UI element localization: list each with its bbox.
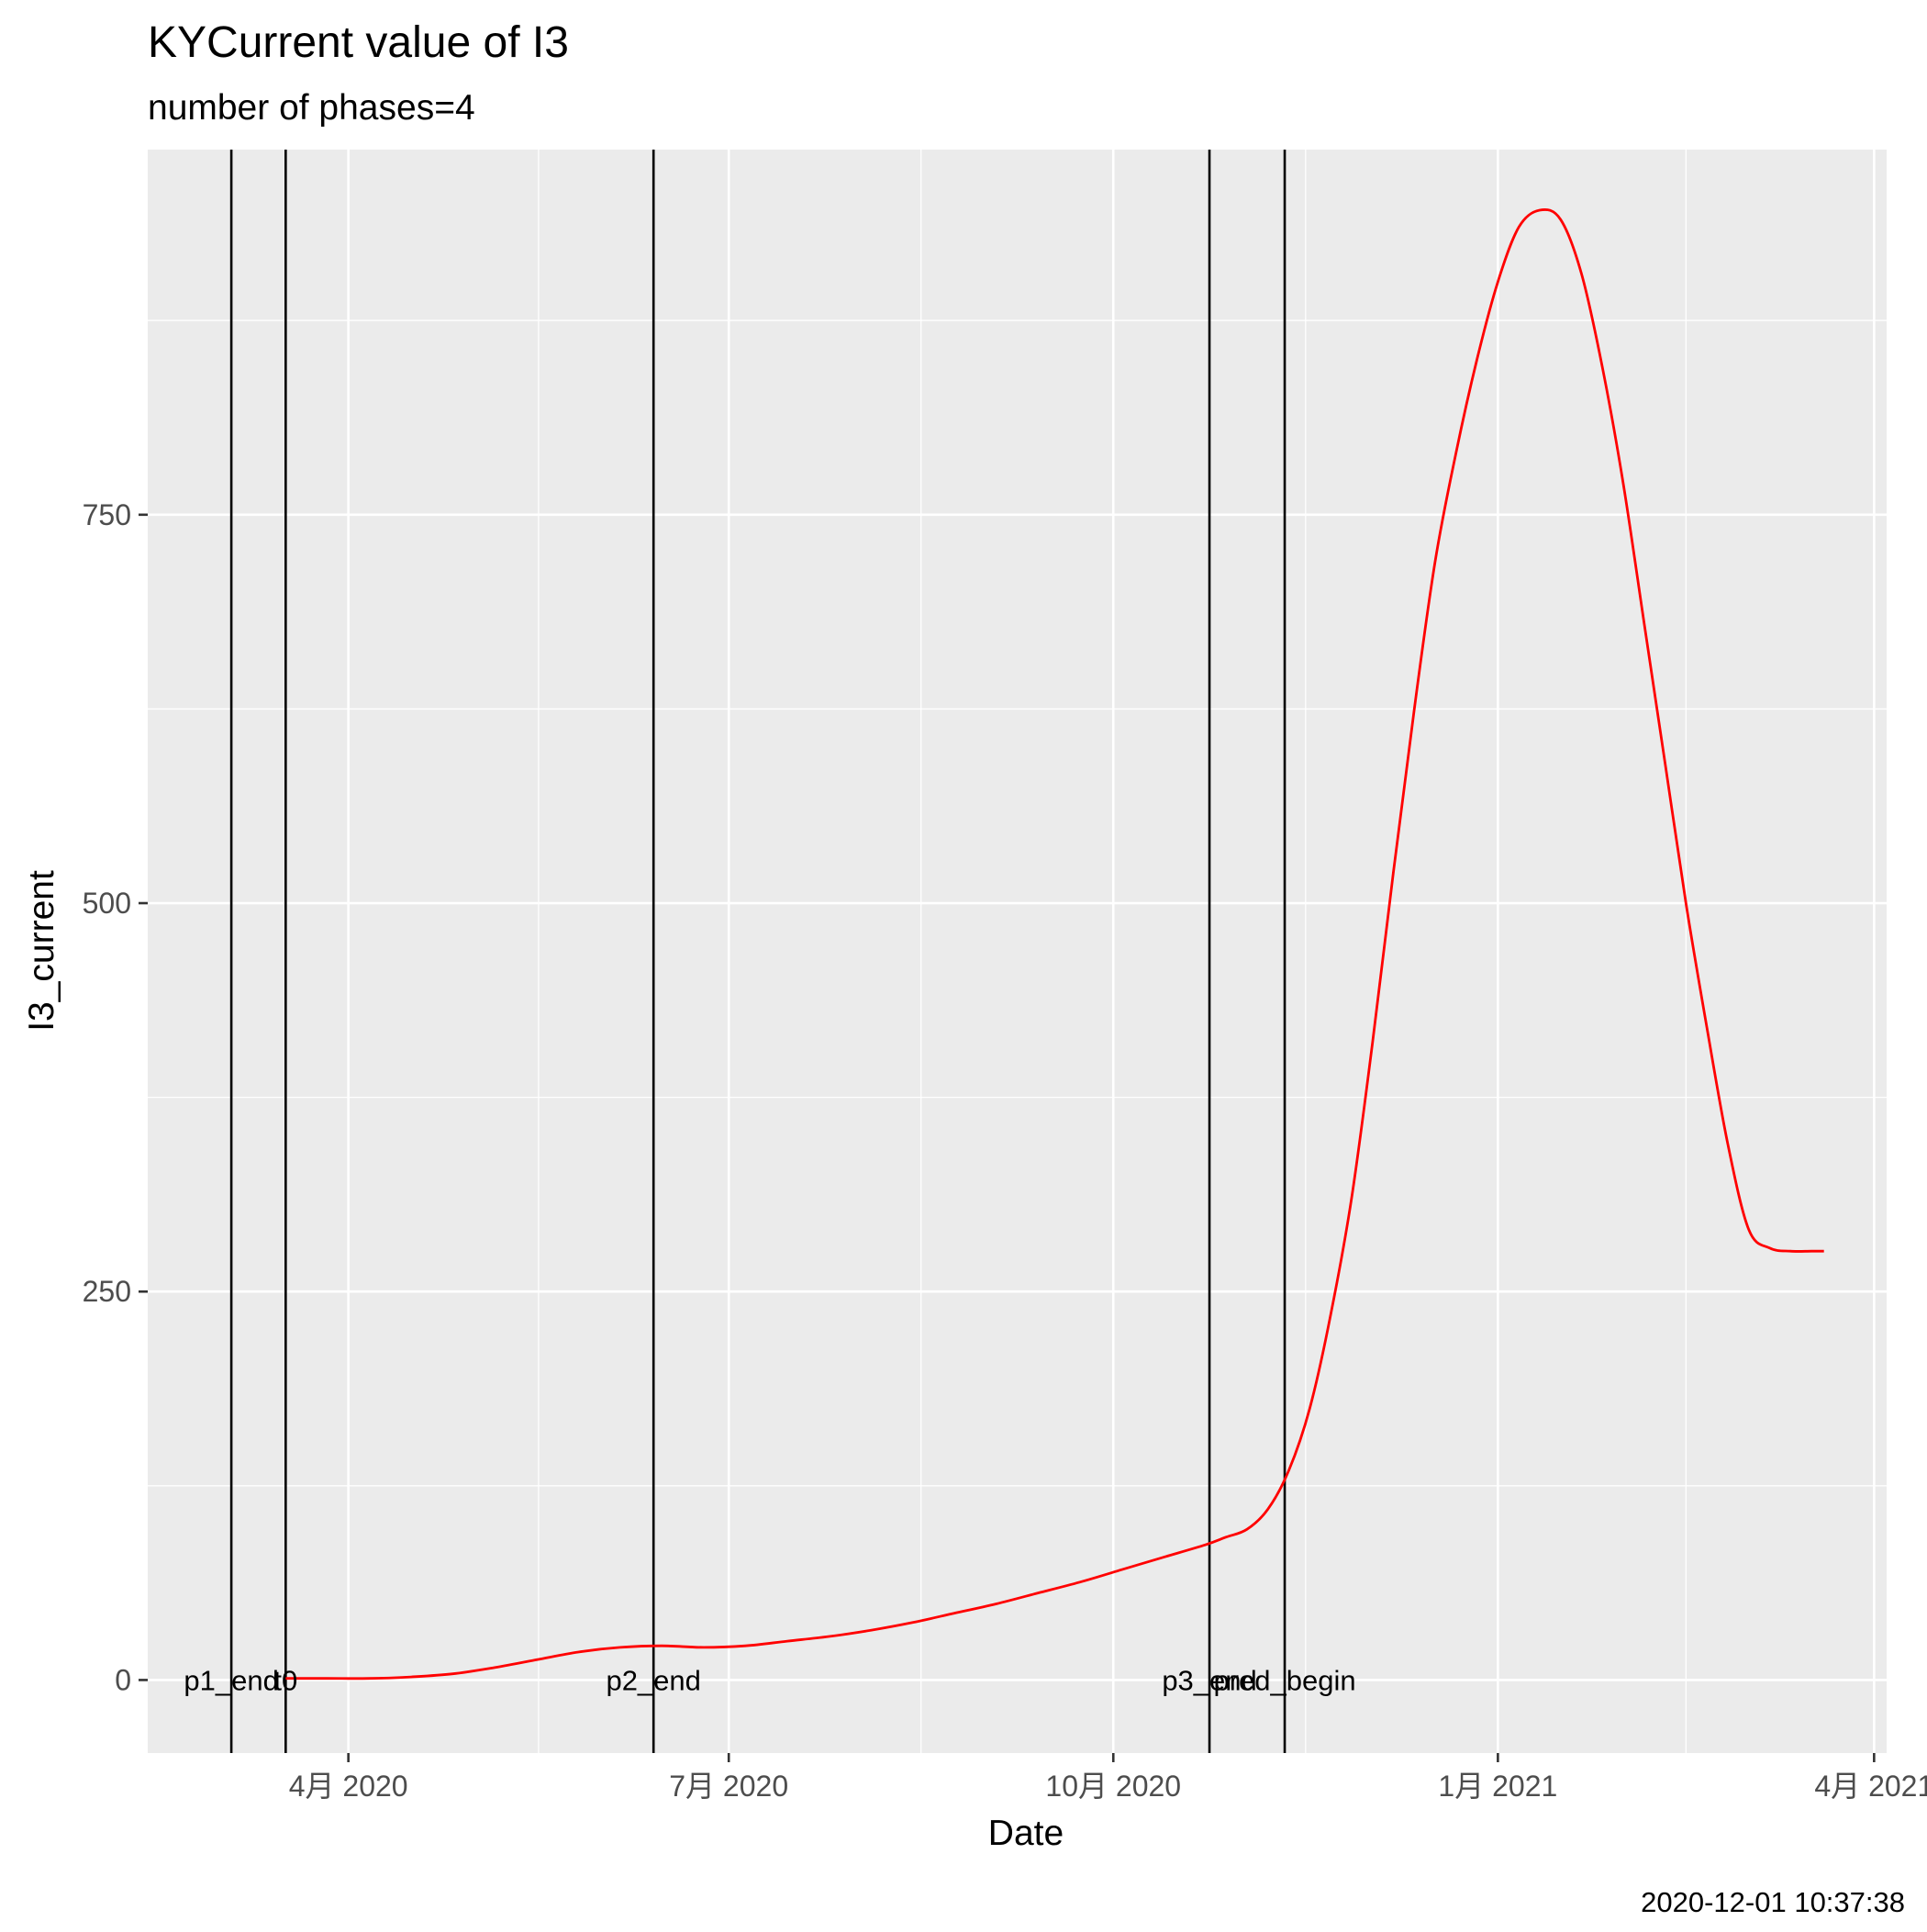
x-tick-label: 7月 2020 — [669, 1770, 788, 1803]
x-tick-label: 4月 2020 — [289, 1770, 408, 1803]
phase-lines — [229, 150, 1287, 1753]
minor-gridlines — [148, 150, 1887, 1753]
plot-panel — [148, 150, 1887, 1753]
series-line-0 — [285, 207, 1824, 1681]
chart-title: KYCurrent value of I3 — [148, 18, 569, 67]
phase-label-pred-begin: pred_begin — [1213, 1664, 1355, 1696]
x-tick-label: 1月 2021 — [1438, 1770, 1557, 1803]
phase-label-t0: t0 — [273, 1664, 297, 1696]
series-lines — [285, 207, 1824, 1681]
y-tick-label: 750 — [83, 498, 131, 531]
phase-label-p3-end: p3_end — [1162, 1664, 1256, 1696]
phase-label-p2-end: p2_end — [606, 1664, 700, 1696]
chart-subtitle: number of phases=4 — [148, 88, 475, 128]
y-tick-label: 0 — [115, 1663, 131, 1696]
x-axis-title: Date — [988, 1814, 1064, 1853]
phase-label-p1-end: p1_end — [184, 1664, 278, 1696]
major-gridlines — [148, 150, 1887, 1753]
y-axis-title: I3_current — [22, 870, 61, 1032]
x-tick-label: 4月 2021 — [1814, 1770, 1927, 1803]
y-tick-label: 500 — [83, 887, 131, 920]
y-axis: 0 250 500 750 — [83, 498, 148, 1696]
chart-caption: 2020-12-01 10:37:38 — [1641, 1886, 1905, 1918]
x-tick-label: 10月 2020 — [1045, 1770, 1181, 1803]
x-axis: 4月 2020 7月 2020 10月 2020 1月 2021 4月 2021 — [289, 1753, 1927, 1803]
y-tick-label: 250 — [83, 1275, 131, 1308]
